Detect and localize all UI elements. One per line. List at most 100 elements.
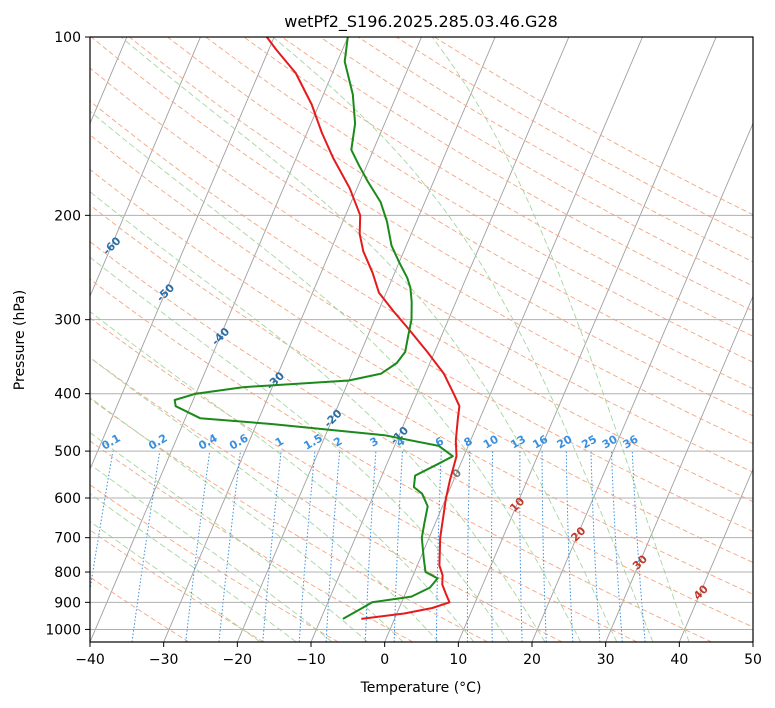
dry-adiabat-lines [90,37,753,642]
chart-title: wetPf2_S196.2025.285.03.46.G28 [284,12,558,32]
dry-adiabat-line [90,204,753,595]
mixing-ratio-line [466,451,471,642]
plot-frame [89,36,754,643]
x-axis-label: Temperature (°C) [360,680,482,696]
dry-adiabat-line [90,529,264,642]
dry-adiabat-line [90,100,753,503]
isotherm-label: 40 [691,582,711,602]
moist-adiabat-line [90,357,439,642]
mixing-ratio-line [185,451,211,642]
mixing-ratio-line [393,451,403,642]
dry-adiabat-line [205,37,753,363]
isotherm-label: 20 [568,524,588,544]
x-tick-label: −20 [223,652,253,668]
isotherm-label: -60 [100,234,123,257]
isotherm-line [90,37,201,298]
moist-adiabat-line [90,110,582,642]
dry-adiabat-line [90,317,638,642]
mixing-ratio-lines [90,451,646,642]
isotherm-line [605,295,753,642]
y-tick-label: 100 [54,30,81,46]
x-tick-label: 20 [523,652,541,668]
dry-adiabat-line [434,37,753,216]
isotherm-line [90,37,275,471]
mixing-ratio-line [611,451,623,642]
dry-adiabat-line [90,241,753,628]
isotherm-line [752,640,753,642]
y-tick-label: 600 [54,491,81,507]
moist-adiabat-line [90,191,546,642]
y-tick-label: 500 [54,444,81,460]
plot-area: -100-90-80-70-60-50-40-30-20-10010203040… [0,37,753,642]
isotherm-line [163,37,422,642]
isotherm-lines [90,37,753,642]
mixing-ratio-label: 2 [331,435,344,450]
y-axis-ticks: 100 200 300 400 500 600 700 800 900 1000 [45,30,90,638]
dry-adiabat-line [91,37,753,445]
isotherm-label: -30 [264,369,287,392]
isotherm-label: -50 [154,281,177,304]
dry-adiabat-line [90,397,488,642]
isotherm-line [90,37,349,642]
mixing-ratio-label: 0.1 [99,432,122,453]
y-axis-label: Pressure (hPa) [12,290,28,390]
mixing-ratio-line [590,451,601,642]
moist-adiabat-line [431,37,690,642]
x-tick-label: 0 [380,652,389,668]
moist-adiabat-line [90,431,368,642]
x-tick-label: 10 [449,652,467,668]
x-tick-label: −30 [149,652,179,668]
dry-adiabat-line [167,37,753,390]
dewpoint-profile-line [173,37,454,620]
moist-adiabat-line [90,256,510,642]
mixing-ratio-line [491,451,494,642]
moist-adiabat-line [90,396,404,642]
dry-adiabat-line [90,278,712,642]
pressure-grid-lines [90,37,753,630]
dry-adiabat-line [90,168,753,564]
dry-adiabat-line [90,134,753,533]
mixing-ratio-label: 1 [273,435,286,450]
mixing-ratio-line [435,451,442,642]
isotherm-label: 30 [630,552,650,572]
isotherm-line [678,467,753,642]
dry-adiabat-line [90,67,753,473]
y-tick-label: 300 [54,313,81,329]
mixing-ratio-label: 0.2 [146,432,169,453]
y-tick-label: 400 [54,387,81,403]
mixing-ratio-line [218,451,241,642]
x-tick-label: 50 [744,652,762,668]
isotherm-line [457,37,717,642]
mixing-ratio-line [325,451,341,642]
dry-adiabat-line [243,37,753,337]
moist-adiabat-lines [90,37,690,642]
isotherm-line [384,37,643,642]
mixing-ratio-label: 0.6 [227,431,251,452]
x-axis-ticks: −40 −30 −20 −10 0 10 20 30 40 50 [75,642,762,668]
moist-adiabat-line [90,493,297,642]
y-tick-label: 900 [54,595,81,611]
mixing-ratio-line [364,451,377,642]
profile-series [173,37,461,620]
isotherm-line [236,37,496,642]
y-tick-label: 700 [54,531,81,547]
moist-adiabat-line [120,37,618,642]
x-tick-label: −10 [296,652,326,668]
mixing-ratio-label: 25 [579,433,599,452]
mixing-ratio-line [262,451,282,642]
moist-adiabat-line [90,520,261,642]
isotherm-label: -80 [0,154,10,177]
moist-adiabat-line [90,463,333,642]
mixing-ratio-line [298,451,316,642]
y-tick-label: 1000 [45,622,81,638]
temperature-profile-line [265,37,461,620]
mixing-ratio-line [519,451,523,642]
dry-adiabat-line [90,484,339,642]
mixing-ratio-line [90,451,114,593]
isotherm-label: 10 [507,494,527,514]
dry-adiabat-line [90,576,190,642]
dry-adiabat-line [90,356,563,642]
mixing-ratio-label: 13 [508,433,528,452]
mixing-ratio-label: 3 [368,435,381,450]
